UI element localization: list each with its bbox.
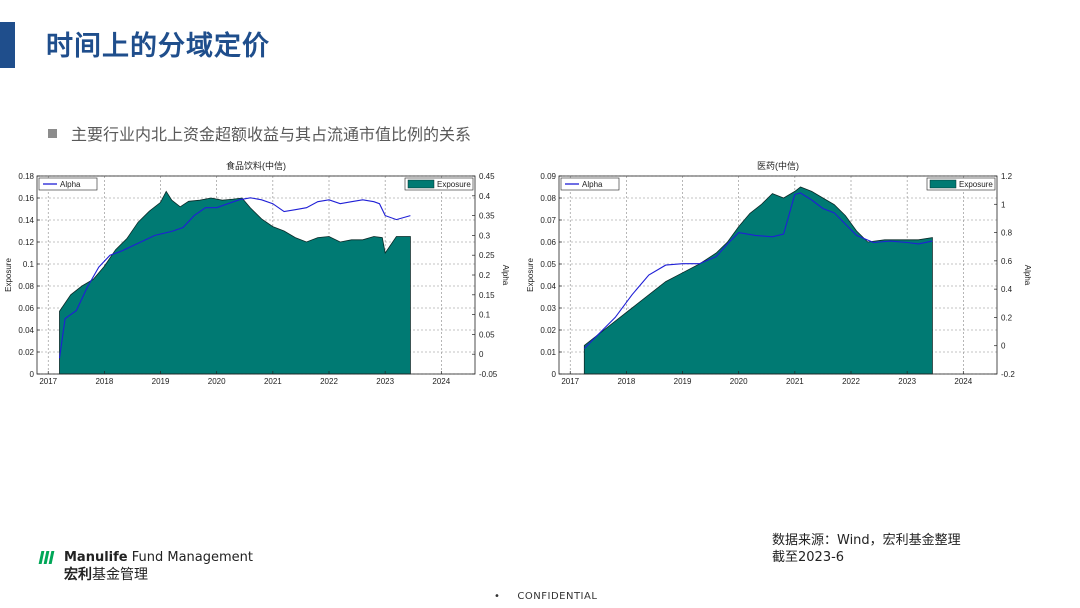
x-tick-label: 2021 <box>264 377 282 386</box>
x-tick-label: 2020 <box>730 377 748 386</box>
x-tick-label: 2019 <box>674 377 692 386</box>
plot-frame <box>558 175 998 375</box>
y-tick-label: 0.03 <box>540 304 556 313</box>
y2-tick-label: 1 <box>1001 200 1006 209</box>
chart-food-beverage: 食品饮料(中信) 0 0.02 0.04 0.06 0.08 0.1 0.12 0.14 0.16… <box>4 160 510 386</box>
x-tick-label: 2022 <box>320 377 338 386</box>
y2-axis-label: Alpha <box>1023 265 1032 286</box>
x-tick-label: 2021 <box>786 377 804 386</box>
x-tick-label: 2017 <box>39 377 57 386</box>
chart-title: 食品饮料(中信) <box>226 160 286 171</box>
subtitle: 主要行业内北上资金超额收益与其占流通市值比例的关系 <box>71 125 472 144</box>
y-tick-label: 0.07 <box>540 216 556 225</box>
y-tick-label: 0.06 <box>540 238 556 247</box>
y-axis-label: Exposure <box>526 258 535 292</box>
y2-tick-label: 1.2 <box>1001 172 1013 181</box>
y-tick-label: 0.04 <box>18 326 34 335</box>
y2-tick-label: 0.4 <box>1001 285 1013 294</box>
legend-exposure: Exposure <box>926 177 996 191</box>
x-tick-label: 2024 <box>432 377 450 386</box>
y-tick-label: 0.02 <box>18 348 34 357</box>
y-axis-label: Exposure <box>4 258 13 292</box>
y2-tick-label: 0 <box>1001 342 1006 351</box>
page-title: 时间上的分域定价 <box>46 31 270 62</box>
legend-alpha-box <box>38 177 98 191</box>
legend-exposure-label: Exposure <box>437 180 471 189</box>
x-tick-label: 2020 <box>208 377 226 386</box>
y-tick-label: 0.02 <box>540 326 556 335</box>
y2-tick-label: 0.1 <box>479 311 491 320</box>
logo-text-en: Manulife Fund Management <box>64 550 254 565</box>
y-tick-label: 0 <box>30 370 35 379</box>
y-tick-label: 0.14 <box>18 216 34 225</box>
y2-axis-label: Alpha <box>501 265 510 286</box>
alpha-line <box>583 192 933 349</box>
subtitle-row: 主要行业内北上资金超额收益与其占流通市值比例的关系 <box>48 121 471 145</box>
y-tick-label: 0.01 <box>540 348 556 357</box>
legend-alpha: Alpha <box>38 177 98 191</box>
y-tick-label: 0.08 <box>18 282 34 291</box>
legend-exposure-label: Exposure <box>959 180 993 189</box>
y-tick-label: 0.08 <box>540 194 556 203</box>
exposure-area <box>583 186 933 375</box>
x-tick-label: 2019 <box>152 377 170 386</box>
title-accent-bar <box>0 22 15 68</box>
y2-tick-label: 0.2 <box>1001 313 1013 322</box>
y2-tick-label: 0.2 <box>479 271 491 280</box>
legend-alpha-box <box>560 177 620 191</box>
y2-tick-label: 0.45 <box>479 172 495 181</box>
alpha-line <box>58 197 411 359</box>
legend-exposure: Exposure <box>404 177 474 191</box>
y2-tick-label: 0.3 <box>479 231 491 240</box>
x-tick-label: 2024 <box>954 377 972 386</box>
exposure-area <box>59 190 411 375</box>
legend-alpha: Alpha <box>560 177 620 191</box>
x-tick-label: 2017 <box>561 377 579 386</box>
manulife-logo-icon <box>38 551 55 564</box>
y2-tick-label: 0.8 <box>1001 229 1013 238</box>
chart-pharma: 医药(中信) 0 0.01 0.02 0.03 0.04 0.05 0.06 0.07 0.08 0… <box>526 160 1032 386</box>
y-tick-label: 0 <box>552 370 557 379</box>
data-source-note: 数据来源：Wind，宏利基金整理 截至2023-6 <box>772 532 961 566</box>
y-tick-label: 0.05 <box>540 260 556 269</box>
y-tick-label: 0.16 <box>18 194 34 203</box>
y2-tick-label: 0.05 <box>479 330 495 339</box>
manulife-logo: Manulife Fund Management 宏利基金管理 <box>38 549 254 584</box>
x-tick-label: 2018 <box>95 377 113 386</box>
legend-alpha-label: Alpha <box>60 180 81 189</box>
x-tick-label: 2023 <box>376 377 394 386</box>
y2-tick-label: 0.4 <box>479 192 491 201</box>
y2-tick-label: 0.6 <box>1001 257 1013 266</box>
chart-title: 医药(中信) <box>757 160 799 171</box>
y-tick-label: 0.09 <box>540 172 556 181</box>
y-tick-label: 0.12 <box>18 238 34 247</box>
y-tick-label: 0.1 <box>23 260 35 269</box>
bullet-square-icon <box>48 128 57 138</box>
legend-exposure-swatch <box>407 179 435 189</box>
y-tick-label: 0.06 <box>18 304 34 313</box>
y2-tick-label: -0.05 <box>479 370 498 379</box>
x-tick-label: 2018 <box>617 377 635 386</box>
y2-tick-label: 0.35 <box>479 212 495 221</box>
y2-tick-label: 0.15 <box>479 291 495 300</box>
y-tick-label: 0.04 <box>540 282 556 291</box>
x-tick-label: 2022 <box>842 377 860 386</box>
data-date-line: 截至2023-6 <box>772 550 845 565</box>
x-tick-label: 2023 <box>898 377 916 386</box>
y2-tick-label: 0.25 <box>479 251 495 260</box>
data-source-line: 数据来源：Wind，宏利基金整理 <box>772 533 961 548</box>
y2-tick-label: 0 <box>479 350 484 359</box>
legend-alpha-label: Alpha <box>582 180 603 189</box>
y-tick-label: 0.18 <box>18 172 34 181</box>
confidential-footer: • CONFIDENTIAL <box>494 591 598 602</box>
y2-tick-label: -0.2 <box>1001 370 1015 379</box>
legend-exposure-swatch <box>929 179 957 189</box>
logo-text-cn: 宏利基金管理 <box>64 567 148 583</box>
